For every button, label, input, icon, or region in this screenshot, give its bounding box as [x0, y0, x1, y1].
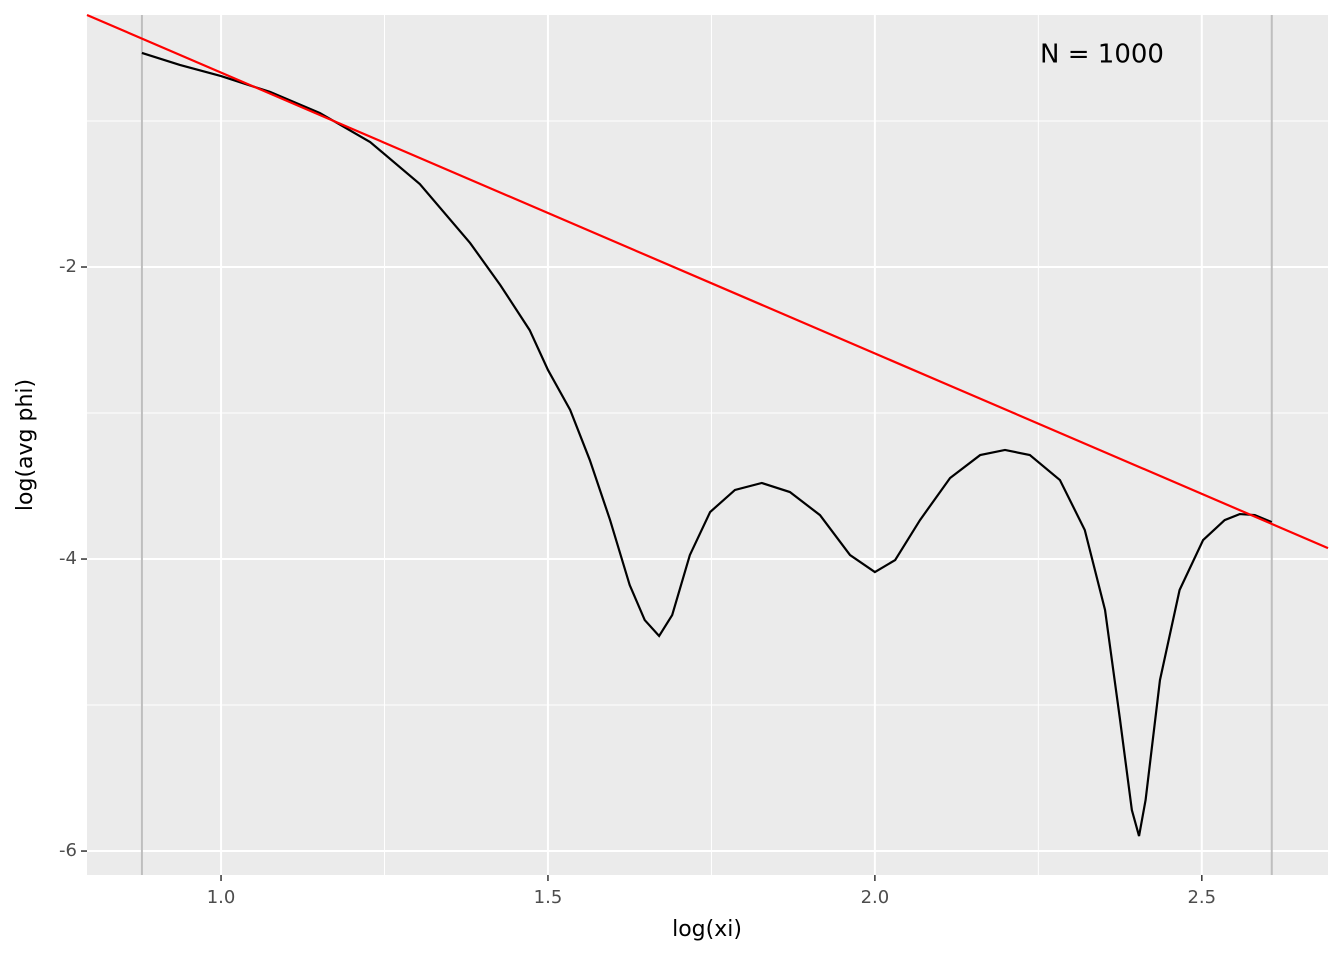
x-tick-label: 1.0	[207, 887, 236, 908]
x-tick-label: 1.5	[534, 887, 563, 908]
line	[86, 13, 1329, 550]
y-tick-label: -6	[59, 840, 77, 861]
y-tick-label: -2	[59, 256, 77, 277]
y-axis-label: log(avg phi)	[13, 379, 38, 511]
x-tick-label: 2.5	[1187, 887, 1216, 908]
panel	[87, 15, 1328, 875]
line	[141, 51, 1273, 837]
x-tick-label: 2.0	[861, 887, 890, 908]
annotation: N = 1000	[1040, 40, 1164, 70]
x-axis-label: log(xi)	[672, 917, 742, 942]
y-tick-label: -4	[59, 548, 77, 569]
